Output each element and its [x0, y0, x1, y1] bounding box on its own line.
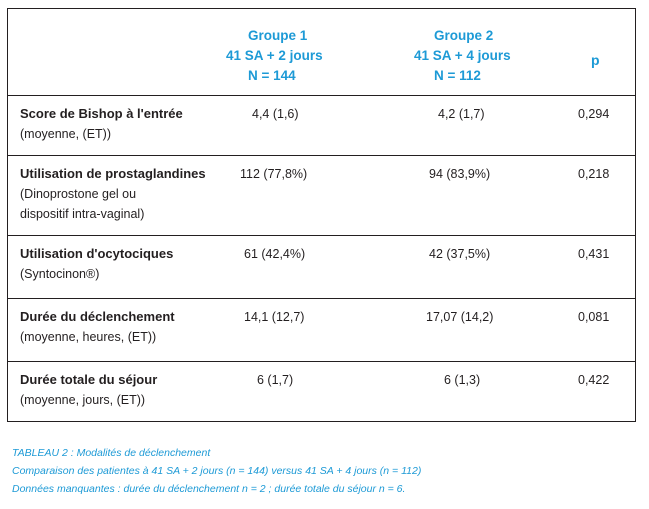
table-row: Durée du déclenchement (moyenne, heures,… — [8, 298, 635, 361]
group2-value: 4,2 (1,7) — [438, 107, 485, 121]
group1-term: 41 SA + 2 jours — [226, 48, 323, 63]
group2-value: 17,07 (14,2) — [426, 310, 494, 324]
group1-value: 4,4 (1,6) — [252, 107, 299, 121]
row-subtitle: (Dinoprostone gel ou — [20, 187, 137, 201]
group1-value: 112 (77,8%) — [240, 167, 308, 181]
row-label: Score de Bishop à l'entrée (moyenne, (ET… — [20, 104, 183, 144]
row-label: Utilisation d'ocytociques (Syntocinon®) — [20, 244, 173, 284]
row-title: Durée totale du séjour — [20, 372, 158, 387]
group1-header: Groupe 1 41 SA + 2 jours N = 144 — [226, 26, 323, 86]
p-value: 0,218 — [578, 167, 610, 181]
table-caption: TABLEAU 2 : Modalités de déclenchement C… — [12, 444, 421, 498]
row-title: Score de Bishop à l'entrée — [20, 106, 183, 121]
row-title: Durée du déclenchement — [20, 309, 175, 324]
caption-comparison: Comparaison des patientes à 41 SA + 2 jo… — [12, 465, 422, 477]
p-value: 0,294 — [578, 107, 610, 121]
group1-n: N = 144 — [248, 68, 296, 83]
table-row: Durée totale du séjour (moyenne, jours, … — [8, 361, 635, 421]
row-subtitle: (moyenne, heures, (ET)) — [20, 330, 157, 344]
group1-value: 61 (42,4%) — [244, 247, 306, 261]
group2-n: N = 112 — [434, 68, 481, 83]
row-label: Durée du déclenchement (moyenne, heures,… — [20, 307, 175, 347]
row-subtitle: (moyenne, (ET)) — [20, 127, 111, 141]
row-subtitle: (moyenne, jours, (ET)) — [20, 393, 146, 407]
row-label: Utilisation de prostaglandines (Dinopros… — [20, 164, 206, 224]
group1-title: Groupe 1 — [248, 28, 308, 43]
group1-value: 6 (1,7) — [257, 373, 294, 387]
group1-value: 14,1 (12,7) — [244, 310, 305, 324]
group2-term: 41 SA + 4 jours — [414, 48, 511, 63]
row-subtitle: (Syntocinon®) — [20, 267, 100, 281]
table-row: Utilisation d'ocytociques (Syntocinon®) … — [8, 235, 635, 298]
p-value: 0,431 — [578, 247, 610, 261]
table-row: Utilisation de prostaglandines (Dinopros… — [8, 155, 635, 235]
row-title: Utilisation de prostaglandines — [20, 166, 206, 181]
row-title: Utilisation d'ocytociques — [20, 246, 174, 261]
table-row: Score de Bishop à l'entrée (moyenne, (ET… — [8, 95, 635, 155]
row-label: Durée totale du séjour (moyenne, jours, … — [20, 370, 157, 410]
p-header: p — [591, 52, 600, 68]
caption-missing-data: Données manquantes : durée du déclenchem… — [12, 483, 406, 495]
group2-value: 6 (1,3) — [444, 373, 481, 387]
group2-header: Groupe 2 41 SA + 4 jours N = 112 — [414, 26, 511, 86]
group2-value: 94 (83,9%) — [429, 167, 491, 181]
results-table: Groupe 1 41 SA + 2 jours N = 144 Groupe … — [7, 8, 636, 422]
table-header: Groupe 1 41 SA + 2 jours N = 144 Groupe … — [8, 9, 635, 95]
caption-title: TABLEAU 2 : Modalités de déclenchement — [12, 447, 211, 459]
p-value: 0,422 — [578, 373, 610, 387]
p-value: 0,081 — [578, 310, 610, 324]
row-subtitle: dispositif intra-vaginal) — [20, 207, 145, 221]
group2-value: 42 (37,5%) — [429, 247, 491, 261]
group2-title: Groupe 2 — [434, 28, 494, 43]
